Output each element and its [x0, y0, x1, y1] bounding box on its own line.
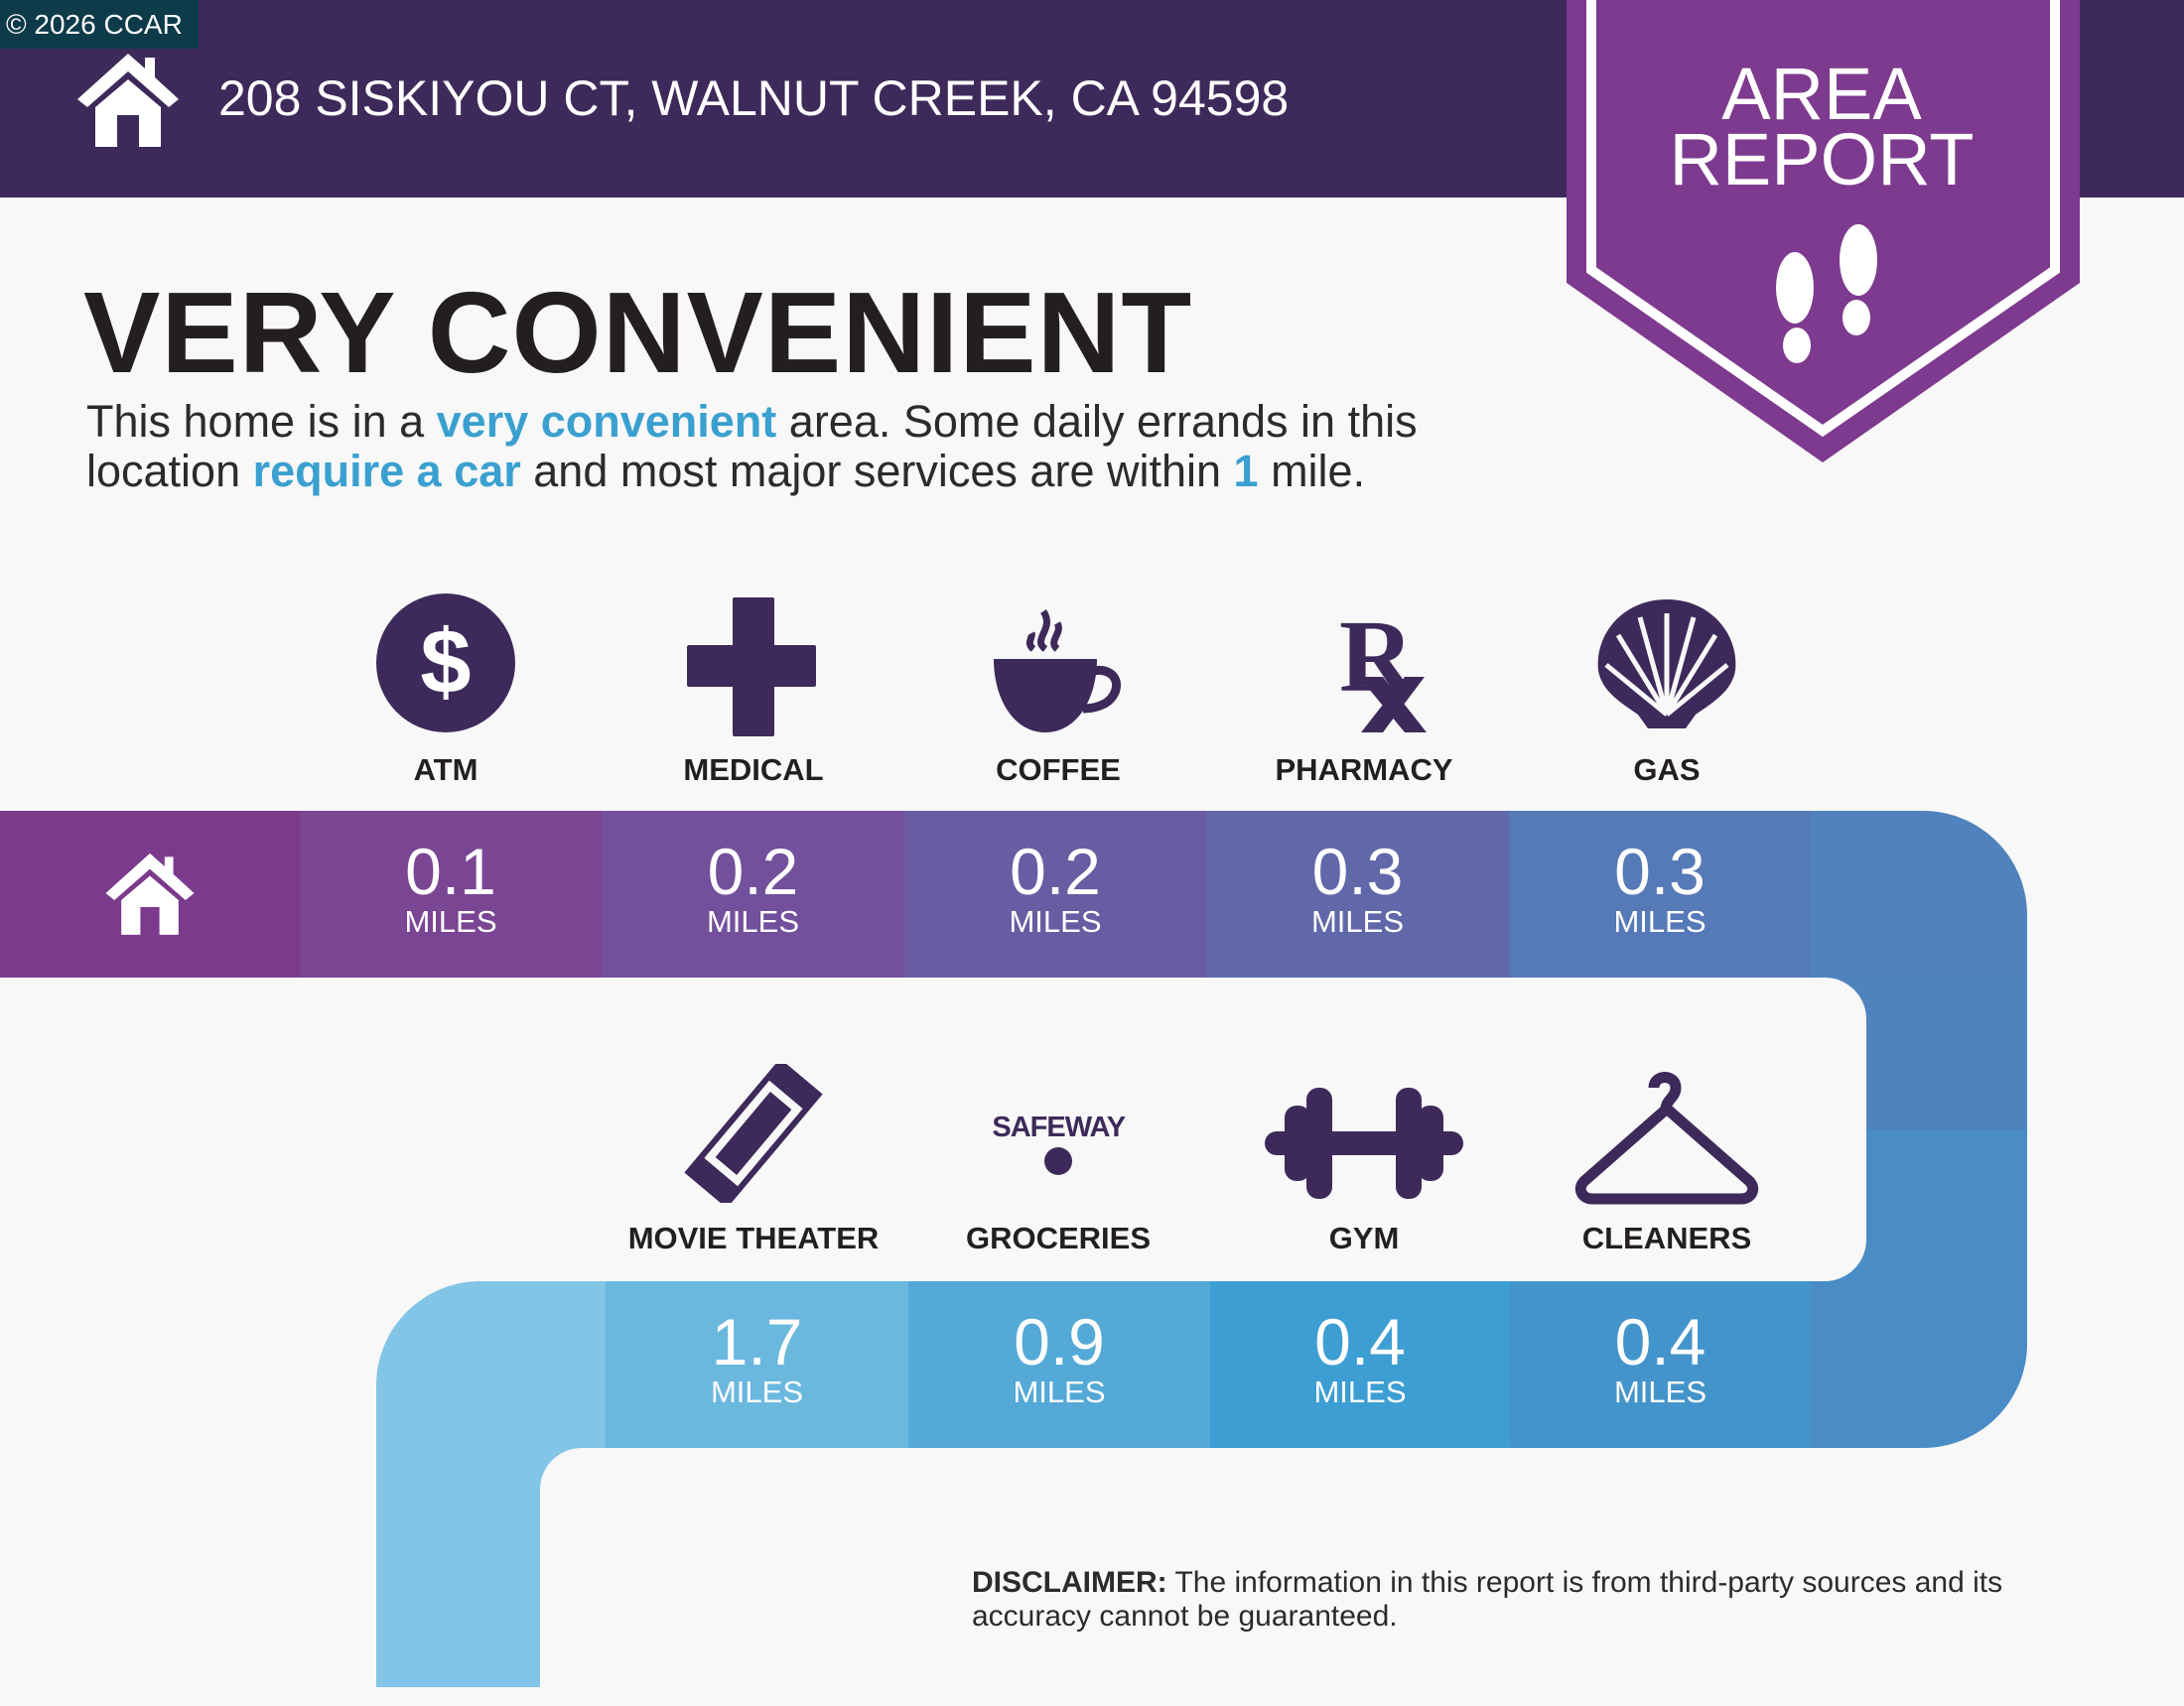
distance-cell-cleaners: 0.4 MILES [1510, 1281, 1811, 1448]
label-gym: GYM [1328, 1221, 1400, 1255]
label-atm: ATM [413, 752, 478, 787]
safeway-logo: SAFEWAY [979, 1112, 1138, 1177]
label-movie-theater: MOVIE THEATER [627, 1221, 880, 1255]
copyright-badge: © 2026 CCAR [0, 0, 199, 49]
route-inner-bottom [540, 1448, 2184, 1706]
distance-cell-groceries: 0.9 MILES [908, 1281, 1210, 1448]
distance-cell-movie-theater: 1.7 MILES [606, 1281, 908, 1448]
label-cleaners: CLEANERS [1581, 1221, 1752, 1255]
rx-icon: R [1339, 599, 1427, 732]
hanger-icon [1574, 1072, 1759, 1205]
dollar-icon: $ [376, 593, 515, 732]
disclaimer-text: The information in this report is from t… [972, 1566, 2003, 1633]
disclaimer: DISCLAIMER: The information in this repo… [972, 1566, 2114, 1634]
label-medical: MEDICAL [683, 752, 824, 787]
label-pharmacy: PHARMACY [1275, 752, 1453, 787]
footprints-icon [1776, 224, 1877, 363]
description: This home is in a very convenient area. … [86, 396, 1418, 496]
home-cell [0, 811, 300, 978]
house-icon [77, 54, 179, 147]
distance-cell-coffee: 0.2 MILES [904, 811, 1206, 978]
label-coffee: COFFEE [996, 752, 1121, 787]
property-address: 208 SISKIYOU CT, WALNUT CREEK, CA 94598 [218, 70, 1290, 126]
distance-cell-medical: 0.2 MILES [602, 811, 904, 978]
area-report-ribbon [1567, 0, 2080, 462]
coffee-cup-icon [994, 609, 1121, 732]
disclaimer-label: DISCLAIMER: [972, 1566, 1167, 1599]
ribbon-title-line2: REPORT [1669, 118, 1975, 200]
ribbon-title: AREA REPORT [1588, 53, 2055, 200]
medical-cross-icon [687, 597, 816, 736]
distance-cell-gym: 0.4 MILES [1210, 1281, 1510, 1448]
dumbbell-icon [1265, 1088, 1463, 1199]
home-icon [105, 853, 195, 935]
distance-cell-atm: 0.1 MILES [300, 811, 602, 978]
distance-cell-gas: 0.3 MILES [1509, 811, 1811, 978]
ticket-icon [684, 1064, 823, 1203]
svg-text:$: $ [420, 611, 471, 713]
shell-icon [1597, 599, 1736, 728]
label-gas: GAS [1633, 752, 1701, 787]
ribbon-title-line1: AREA [1721, 53, 1922, 135]
label-groceries: GROCERIES [965, 1221, 1152, 1255]
headline: VERY CONVENIENT [83, 268, 1193, 397]
route-inner-middle [0, 978, 1866, 1281]
distance-cell-pharmacy: 0.3 MILES [1206, 811, 1509, 978]
